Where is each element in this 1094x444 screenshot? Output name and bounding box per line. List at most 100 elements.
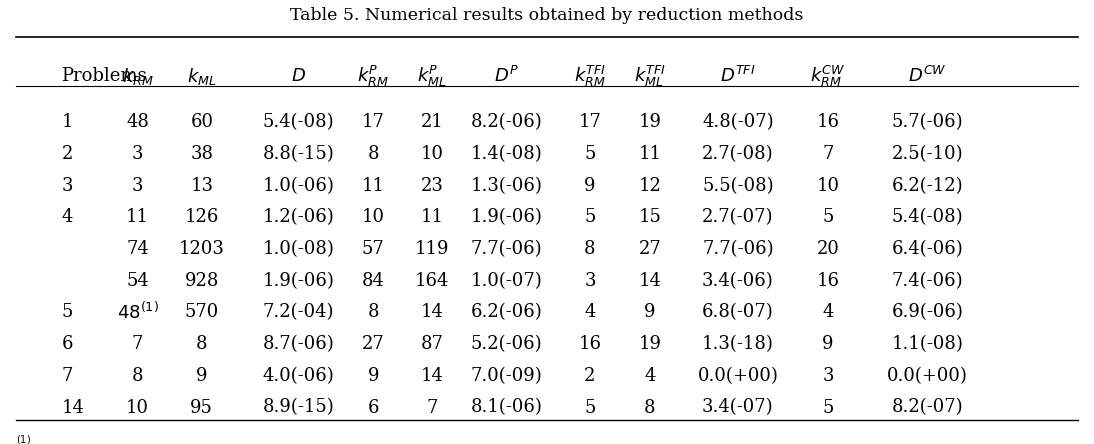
- Text: 6.9(-06): 6.9(-06): [892, 304, 964, 321]
- Text: $k_{ML}^{P}$: $k_{ML}^{P}$: [418, 63, 447, 89]
- Text: Table 5. Numerical results obtained by reduction methods: Table 5. Numerical results obtained by r…: [290, 7, 804, 24]
- Text: 0.0(+00): 0.0(+00): [887, 367, 968, 385]
- Text: 9: 9: [823, 335, 834, 353]
- Text: 15: 15: [639, 208, 662, 226]
- Text: 1.4(-08): 1.4(-08): [470, 145, 543, 163]
- Text: 14: 14: [421, 304, 444, 321]
- Text: $48^{(1)}$: $48^{(1)}$: [117, 302, 159, 323]
- Text: 5.4(-08): 5.4(-08): [263, 113, 334, 131]
- Text: 11: 11: [362, 177, 385, 195]
- Text: 1: 1: [61, 113, 73, 131]
- Text: 7.0(-09): 7.0(-09): [470, 367, 543, 385]
- Text: 2: 2: [584, 367, 595, 385]
- Text: 5: 5: [823, 208, 834, 226]
- Text: 5: 5: [584, 208, 595, 226]
- Text: 6: 6: [368, 399, 379, 416]
- Text: 2.5(-10): 2.5(-10): [892, 145, 964, 163]
- Text: 1.0(-07): 1.0(-07): [470, 272, 543, 290]
- Text: 4.8(-07): 4.8(-07): [702, 113, 773, 131]
- Text: 3: 3: [61, 177, 73, 195]
- Text: Problems: Problems: [61, 67, 147, 85]
- Text: 5: 5: [823, 399, 834, 416]
- Text: 8: 8: [368, 304, 379, 321]
- Text: 14: 14: [61, 399, 84, 416]
- Text: 6.2(-12): 6.2(-12): [892, 177, 964, 195]
- Text: 6.2(-06): 6.2(-06): [470, 304, 543, 321]
- Text: 9: 9: [368, 367, 379, 385]
- Text: 5.5(-08): 5.5(-08): [702, 177, 773, 195]
- Text: 6.8(-07): 6.8(-07): [702, 304, 773, 321]
- Text: 164: 164: [415, 272, 450, 290]
- Text: 7: 7: [131, 335, 143, 353]
- Text: 8.1(-06): 8.1(-06): [470, 399, 543, 416]
- Text: 3.4(-07): 3.4(-07): [702, 399, 773, 416]
- Text: 11: 11: [421, 208, 444, 226]
- Text: 1.9(-06): 1.9(-06): [263, 272, 334, 290]
- Text: $k_{RM}^{CW}$: $k_{RM}^{CW}$: [811, 63, 846, 89]
- Text: 10: 10: [126, 399, 149, 416]
- Text: 9: 9: [196, 367, 208, 385]
- Text: 5.2(-06): 5.2(-06): [470, 335, 542, 353]
- Text: 7.2(-04): 7.2(-04): [263, 304, 334, 321]
- Text: 11: 11: [639, 145, 662, 163]
- Text: 1.3(-18): 1.3(-18): [702, 335, 773, 353]
- Text: 8.2(-07): 8.2(-07): [892, 399, 964, 416]
- Text: $k_{RM}^{TFI}$: $k_{RM}^{TFI}$: [574, 63, 606, 89]
- Text: 57: 57: [362, 240, 385, 258]
- Text: 13: 13: [190, 177, 213, 195]
- Text: 16: 16: [579, 335, 602, 353]
- Text: 87: 87: [421, 335, 444, 353]
- Text: 5: 5: [584, 399, 595, 416]
- Text: 17: 17: [579, 113, 602, 131]
- Text: 8.9(-15): 8.9(-15): [263, 399, 334, 416]
- Text: 16: 16: [816, 113, 839, 131]
- Text: 570: 570: [185, 304, 219, 321]
- Text: 3: 3: [584, 272, 595, 290]
- Text: 17: 17: [362, 113, 385, 131]
- Text: 19: 19: [639, 335, 662, 353]
- Text: 8: 8: [131, 367, 143, 385]
- Text: 0.0(+00): 0.0(+00): [697, 367, 778, 385]
- Text: 20: 20: [816, 240, 839, 258]
- Text: 6: 6: [61, 335, 73, 353]
- Text: 54: 54: [126, 272, 149, 290]
- Text: 7.4(-06): 7.4(-06): [892, 272, 964, 290]
- Text: 4: 4: [584, 304, 595, 321]
- Text: 3.4(-06): 3.4(-06): [702, 272, 773, 290]
- Text: 7: 7: [427, 399, 438, 416]
- Text: 119: 119: [415, 240, 450, 258]
- Text: 4: 4: [61, 208, 72, 226]
- Text: 8.8(-15): 8.8(-15): [263, 145, 334, 163]
- Text: 95: 95: [190, 399, 213, 416]
- Text: 14: 14: [639, 272, 662, 290]
- Text: $D^{P}$: $D^{P}$: [493, 66, 519, 86]
- Text: 8: 8: [644, 399, 655, 416]
- Text: $k_{RM}^{P}$: $k_{RM}^{P}$: [358, 63, 389, 89]
- Text: $D$: $D$: [291, 67, 305, 85]
- Text: 5.7(-06): 5.7(-06): [892, 113, 964, 131]
- Text: 4.0(-06): 4.0(-06): [263, 367, 334, 385]
- Text: 3: 3: [823, 367, 834, 385]
- Text: 1203: 1203: [178, 240, 224, 258]
- Text: 928: 928: [185, 272, 219, 290]
- Text: 4: 4: [823, 304, 834, 321]
- Text: 84: 84: [362, 272, 385, 290]
- Text: 10: 10: [816, 177, 839, 195]
- Text: 1.9(-06): 1.9(-06): [470, 208, 543, 226]
- Text: 48: 48: [126, 113, 149, 131]
- Text: $D^{CW}$: $D^{CW}$: [908, 66, 947, 86]
- Text: 1.3(-06): 1.3(-06): [470, 177, 543, 195]
- Text: $k_{RM}$: $k_{RM}$: [121, 66, 153, 87]
- Text: 9: 9: [644, 304, 655, 321]
- Text: 8: 8: [196, 335, 208, 353]
- Text: 2.7(-08): 2.7(-08): [702, 145, 773, 163]
- Text: 5.4(-08): 5.4(-08): [892, 208, 964, 226]
- Text: 21: 21: [421, 113, 444, 131]
- Text: 7: 7: [823, 145, 834, 163]
- Text: 3: 3: [131, 177, 143, 195]
- Text: 4: 4: [644, 367, 655, 385]
- Text: 1.1(-08): 1.1(-08): [892, 335, 964, 353]
- Text: 1.0(-08): 1.0(-08): [263, 240, 334, 258]
- Text: 7.7(-06): 7.7(-06): [702, 240, 773, 258]
- Text: 10: 10: [362, 208, 385, 226]
